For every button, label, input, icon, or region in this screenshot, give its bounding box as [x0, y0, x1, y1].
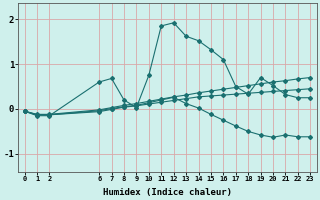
- X-axis label: Humidex (Indice chaleur): Humidex (Indice chaleur): [103, 188, 232, 197]
